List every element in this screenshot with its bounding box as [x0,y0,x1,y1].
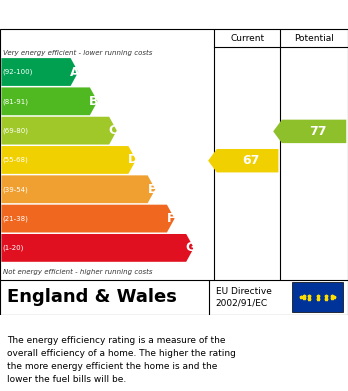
Polygon shape [1,146,136,174]
Text: (92-100): (92-100) [3,69,33,75]
Text: (21-38): (21-38) [3,215,29,222]
Text: C: C [109,124,118,137]
Polygon shape [273,120,346,143]
Text: 67: 67 [243,154,260,167]
Polygon shape [1,58,78,86]
Polygon shape [208,149,278,172]
Text: F: F [167,212,175,225]
Polygon shape [1,204,175,233]
Polygon shape [1,117,117,145]
Text: Very energy efficient - lower running costs: Very energy efficient - lower running co… [3,50,153,56]
Text: D: D [127,153,138,167]
Text: Energy Efficiency Rating: Energy Efficiency Rating [10,7,220,22]
Text: E: E [148,183,156,196]
Text: (81-91): (81-91) [3,98,29,104]
Text: G: G [185,241,196,255]
Text: (69-80): (69-80) [3,127,29,134]
Polygon shape [1,234,194,262]
Text: (1-20): (1-20) [3,245,24,251]
Text: B: B [89,95,99,108]
Text: The energy efficiency rating is a measure of the
overall efficiency of a home. T: The energy efficiency rating is a measur… [7,336,236,384]
Text: (55-68): (55-68) [3,157,29,163]
Bar [292,282,343,312]
Text: Potential: Potential [294,34,334,43]
Text: Current: Current [230,34,264,43]
Text: 77: 77 [309,125,326,138]
Text: EU Directive
2002/91/EC: EU Directive 2002/91/EC [216,287,272,308]
Text: (39-54): (39-54) [3,186,29,192]
Polygon shape [1,88,97,115]
Polygon shape [1,175,155,203]
Text: Not energy efficient - higher running costs: Not energy efficient - higher running co… [3,269,153,274]
Text: England & Wales: England & Wales [7,288,177,306]
Text: A: A [70,66,80,79]
